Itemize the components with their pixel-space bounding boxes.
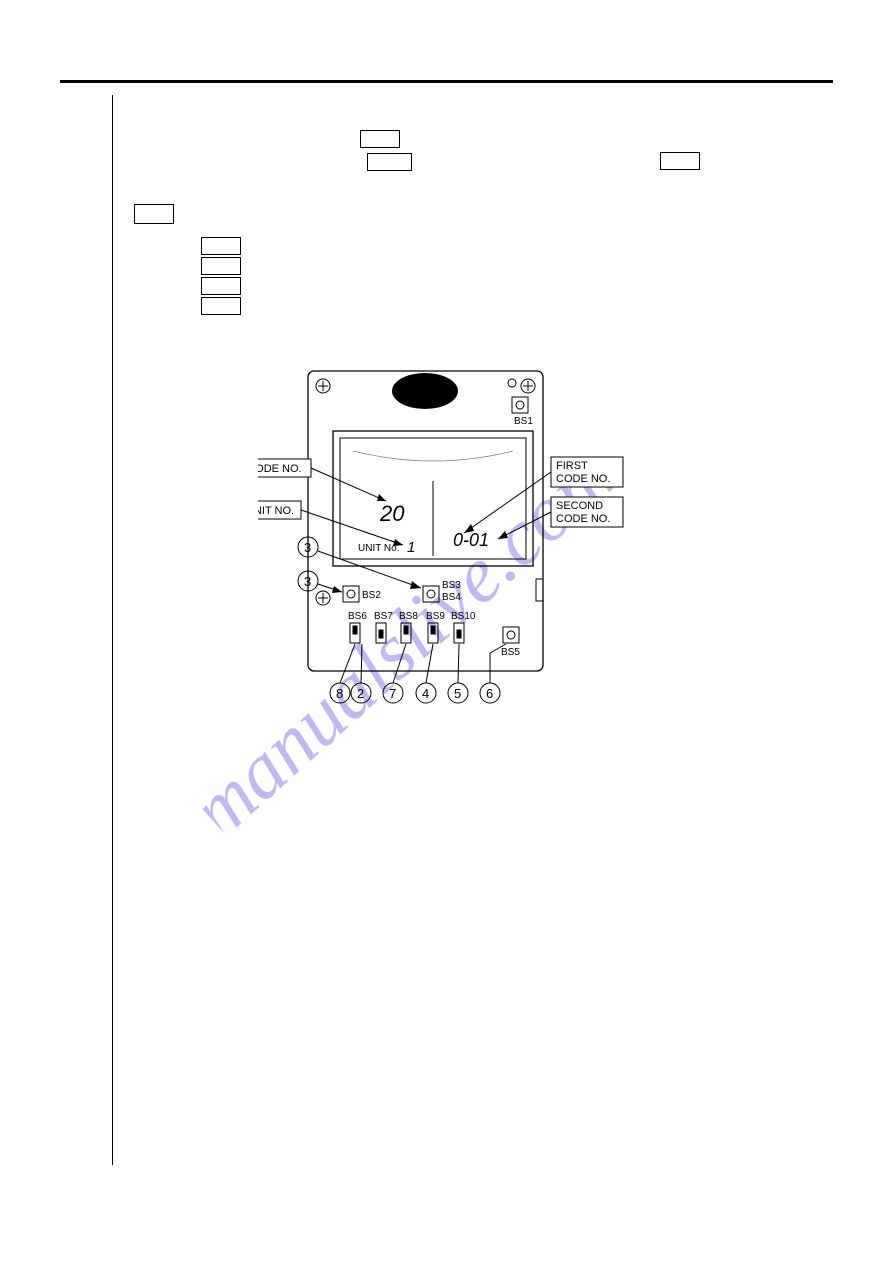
bs6-label: BS6	[348, 611, 367, 622]
dip-switches[interactable]	[350, 623, 464, 643]
stack-box-3	[201, 277, 241, 295]
side-switch[interactable]	[536, 579, 543, 601]
svg-text:3: 3	[304, 540, 311, 555]
svg-text:FIRST: FIRST	[556, 460, 588, 472]
stack-box-4	[201, 297, 241, 315]
device-diagram: BS1 20 UNIT No. 1 0-01 BS2 BS3 BS4	[258, 361, 658, 741]
speaker-icon	[392, 373, 458, 409]
svg-text:4: 4	[422, 686, 429, 701]
bs3-button[interactable]	[423, 586, 439, 602]
empty-box-top-2	[367, 153, 412, 171]
svg-text:CODE NO.: CODE NO.	[556, 473, 610, 485]
screws	[316, 379, 535, 605]
circled-row: 8 2 7 4 5 6	[330, 683, 500, 703]
unit-no-text: UNIT NO.	[258, 505, 294, 517]
lcd-code-value: 0-01	[453, 530, 489, 550]
lcd-mode-value: 20	[379, 501, 405, 526]
svg-text:7: 7	[389, 686, 396, 701]
svg-text:8: 8	[336, 686, 343, 701]
stack-box-2	[201, 257, 241, 275]
stack-box-1	[201, 237, 241, 255]
svg-text:2: 2	[357, 686, 364, 701]
empty-box-top-1	[360, 130, 400, 148]
bs7-label: BS7	[374, 611, 393, 622]
bs10-label: BS10	[451, 611, 476, 622]
mode-no-text: MODE NO.	[258, 463, 302, 475]
svg-text:SECOND: SECOND	[556, 500, 603, 512]
svg-text:3: 3	[304, 574, 311, 589]
bs3-label: BS3	[442, 580, 461, 591]
bs5-label: BS5	[501, 647, 520, 658]
lcd-unit-value: 1	[407, 539, 415, 556]
bs2-button[interactable]	[343, 586, 359, 602]
bs2-label: BS2	[362, 590, 381, 601]
empty-box-left-margin	[134, 204, 174, 224]
bs1-label: BS1	[514, 416, 533, 427]
device-outline	[308, 371, 543, 671]
bs9-label: BS9	[426, 611, 445, 622]
page: manualslive.com BS1	[0, 0, 893, 1263]
empty-box-top-3	[660, 152, 700, 170]
lcd-unit-prefix: UNIT No.	[358, 543, 400, 554]
bs1-button[interactable]	[512, 397, 528, 413]
bs4-label: BS4	[442, 592, 461, 603]
svg-text:5: 5	[454, 686, 461, 701]
top-rule	[60, 80, 833, 83]
left-vertical-rule	[112, 95, 113, 1165]
svg-text:6: 6	[486, 686, 493, 701]
bs8-label: BS8	[399, 611, 418, 622]
bs5-button[interactable]	[503, 627, 519, 643]
svg-text:CODE NO.: CODE NO.	[556, 513, 610, 525]
